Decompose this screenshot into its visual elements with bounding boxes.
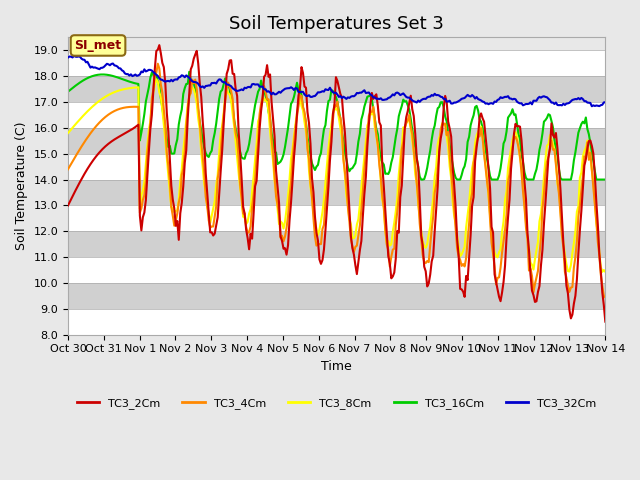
Bar <box>68 283 605 309</box>
Text: SI_met: SI_met <box>74 39 122 52</box>
Bar <box>68 309 605 335</box>
Y-axis label: Soil Temperature (C): Soil Temperature (C) <box>15 122 28 250</box>
Bar <box>68 257 605 283</box>
Legend: TC3_2Cm, TC3_4Cm, TC3_8Cm, TC3_16Cm, TC3_32Cm: TC3_2Cm, TC3_4Cm, TC3_8Cm, TC3_16Cm, TC3… <box>72 394 601 414</box>
Bar <box>68 205 605 231</box>
Bar <box>68 231 605 257</box>
Bar <box>68 102 605 128</box>
Bar <box>68 154 605 180</box>
Title: Soil Temperatures Set 3: Soil Temperatures Set 3 <box>229 15 444 33</box>
Bar <box>68 128 605 154</box>
Bar <box>68 50 605 76</box>
X-axis label: Time: Time <box>321 360 352 373</box>
Bar <box>68 76 605 102</box>
Bar <box>68 180 605 205</box>
